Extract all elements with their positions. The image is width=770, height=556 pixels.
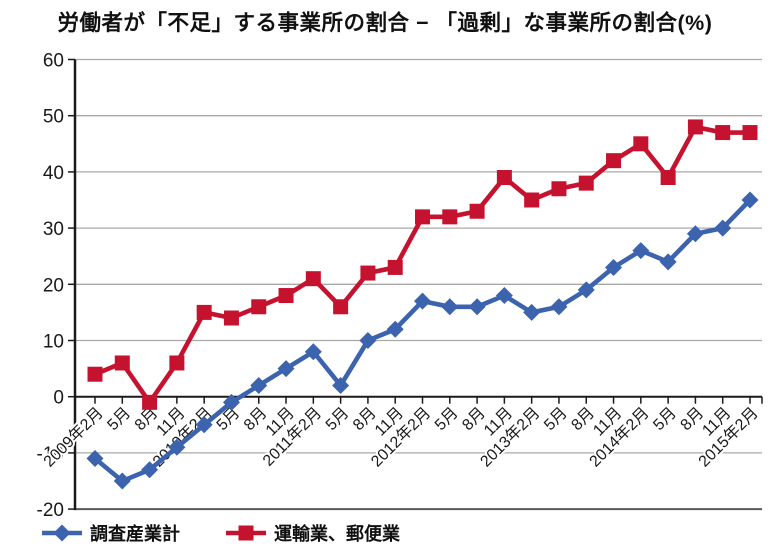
data-point (360, 265, 376, 281)
x-axis-label-group: 5月 (102, 403, 136, 437)
x-axis-label: 5月 (650, 405, 680, 435)
data-point (742, 125, 758, 141)
y-axis-label: 50 (43, 107, 64, 128)
data-point (304, 343, 322, 361)
data-point (441, 298, 459, 316)
data-point (469, 203, 485, 219)
legend-item-transport-postal: 運輸業、郵便業 (226, 520, 400, 546)
data-point (741, 191, 759, 209)
data-point (387, 259, 403, 275)
x-axis-label-group: 5月 (212, 403, 246, 437)
data-point (359, 332, 377, 349)
y-axis-label: 60 (43, 51, 64, 72)
data-point (87, 366, 103, 382)
data-point (524, 192, 540, 208)
data-point (195, 416, 213, 434)
x-axis-label-group: 5月 (539, 403, 573, 437)
data-point (114, 355, 130, 371)
data-point (278, 288, 294, 304)
series-line (94, 124, 750, 407)
data-point (113, 472, 131, 490)
data-point (305, 271, 321, 287)
data-point (578, 175, 594, 191)
square-marker-icon (226, 525, 266, 541)
data-point (442, 209, 458, 225)
data-point (86, 450, 104, 468)
data-point (222, 393, 240, 411)
data-point (223, 310, 239, 326)
data-point (633, 136, 649, 152)
x-axis-label-group: 5月 (321, 403, 355, 437)
data-point (386, 320, 404, 338)
data-point (551, 181, 567, 197)
data-point (577, 281, 595, 299)
x-axis-label: 5月 (104, 405, 134, 435)
legend-item-all-industries: 調査産業計 (42, 520, 180, 546)
data-point (142, 394, 158, 410)
data-point (550, 298, 568, 316)
data-point (632, 242, 650, 260)
x-axis-label-group: 5月 (430, 403, 464, 437)
x-axis-label: 5月 (323, 405, 353, 435)
data-point (496, 170, 512, 186)
data-point (714, 219, 732, 237)
data-point (415, 209, 430, 225)
series-all-industries (86, 191, 759, 490)
chart-title: 労働者が「不足」する事業所の割合 − 「過剰」な事業所の割合(%) (57, 11, 713, 35)
data-point (686, 225, 704, 243)
data-point (414, 292, 431, 310)
y-axis-label: 0 (53, 388, 64, 409)
y-axis-label: 40 (43, 163, 64, 184)
chart-legend: 調査産業計 運輸業、郵便業 (42, 520, 400, 546)
y-axis-label: -20 (37, 500, 64, 516)
chart-svg: 6050403020100-10-202009年2月5月8月11月2010年2月… (37, 51, 764, 517)
data-point (141, 461, 159, 479)
data-point (687, 119, 703, 135)
data-point (169, 355, 185, 371)
legend-label: 運輸業、郵便業 (274, 524, 400, 544)
data-point (277, 360, 295, 378)
x-axis-label-group: 5月 (648, 403, 682, 437)
data-point (659, 253, 677, 271)
data-point (251, 299, 267, 315)
data-point (606, 153, 622, 169)
y-axis-label: 10 (43, 332, 64, 353)
data-point (332, 376, 350, 394)
data-point (523, 303, 541, 321)
data-point (660, 170, 676, 186)
diamond-marker-icon (42, 524, 82, 542)
data-point (468, 298, 486, 316)
x-axis-label: 5月 (214, 405, 244, 435)
x-axis-label: 5月 (541, 405, 571, 435)
legend-label: 調査産業計 (90, 524, 180, 544)
data-point (168, 438, 186, 456)
data-point (196, 304, 212, 320)
x-axis-label: 5月 (432, 405, 462, 435)
data-point (250, 376, 268, 394)
data-point (715, 125, 731, 141)
y-axis-label: 20 (43, 275, 64, 296)
y-axis-label: 30 (43, 219, 64, 240)
series-transport-postal (87, 119, 758, 410)
data-point (495, 287, 513, 305)
data-point (605, 258, 623, 276)
data-point (333, 299, 349, 315)
y-axis-label: -10 (37, 444, 64, 465)
